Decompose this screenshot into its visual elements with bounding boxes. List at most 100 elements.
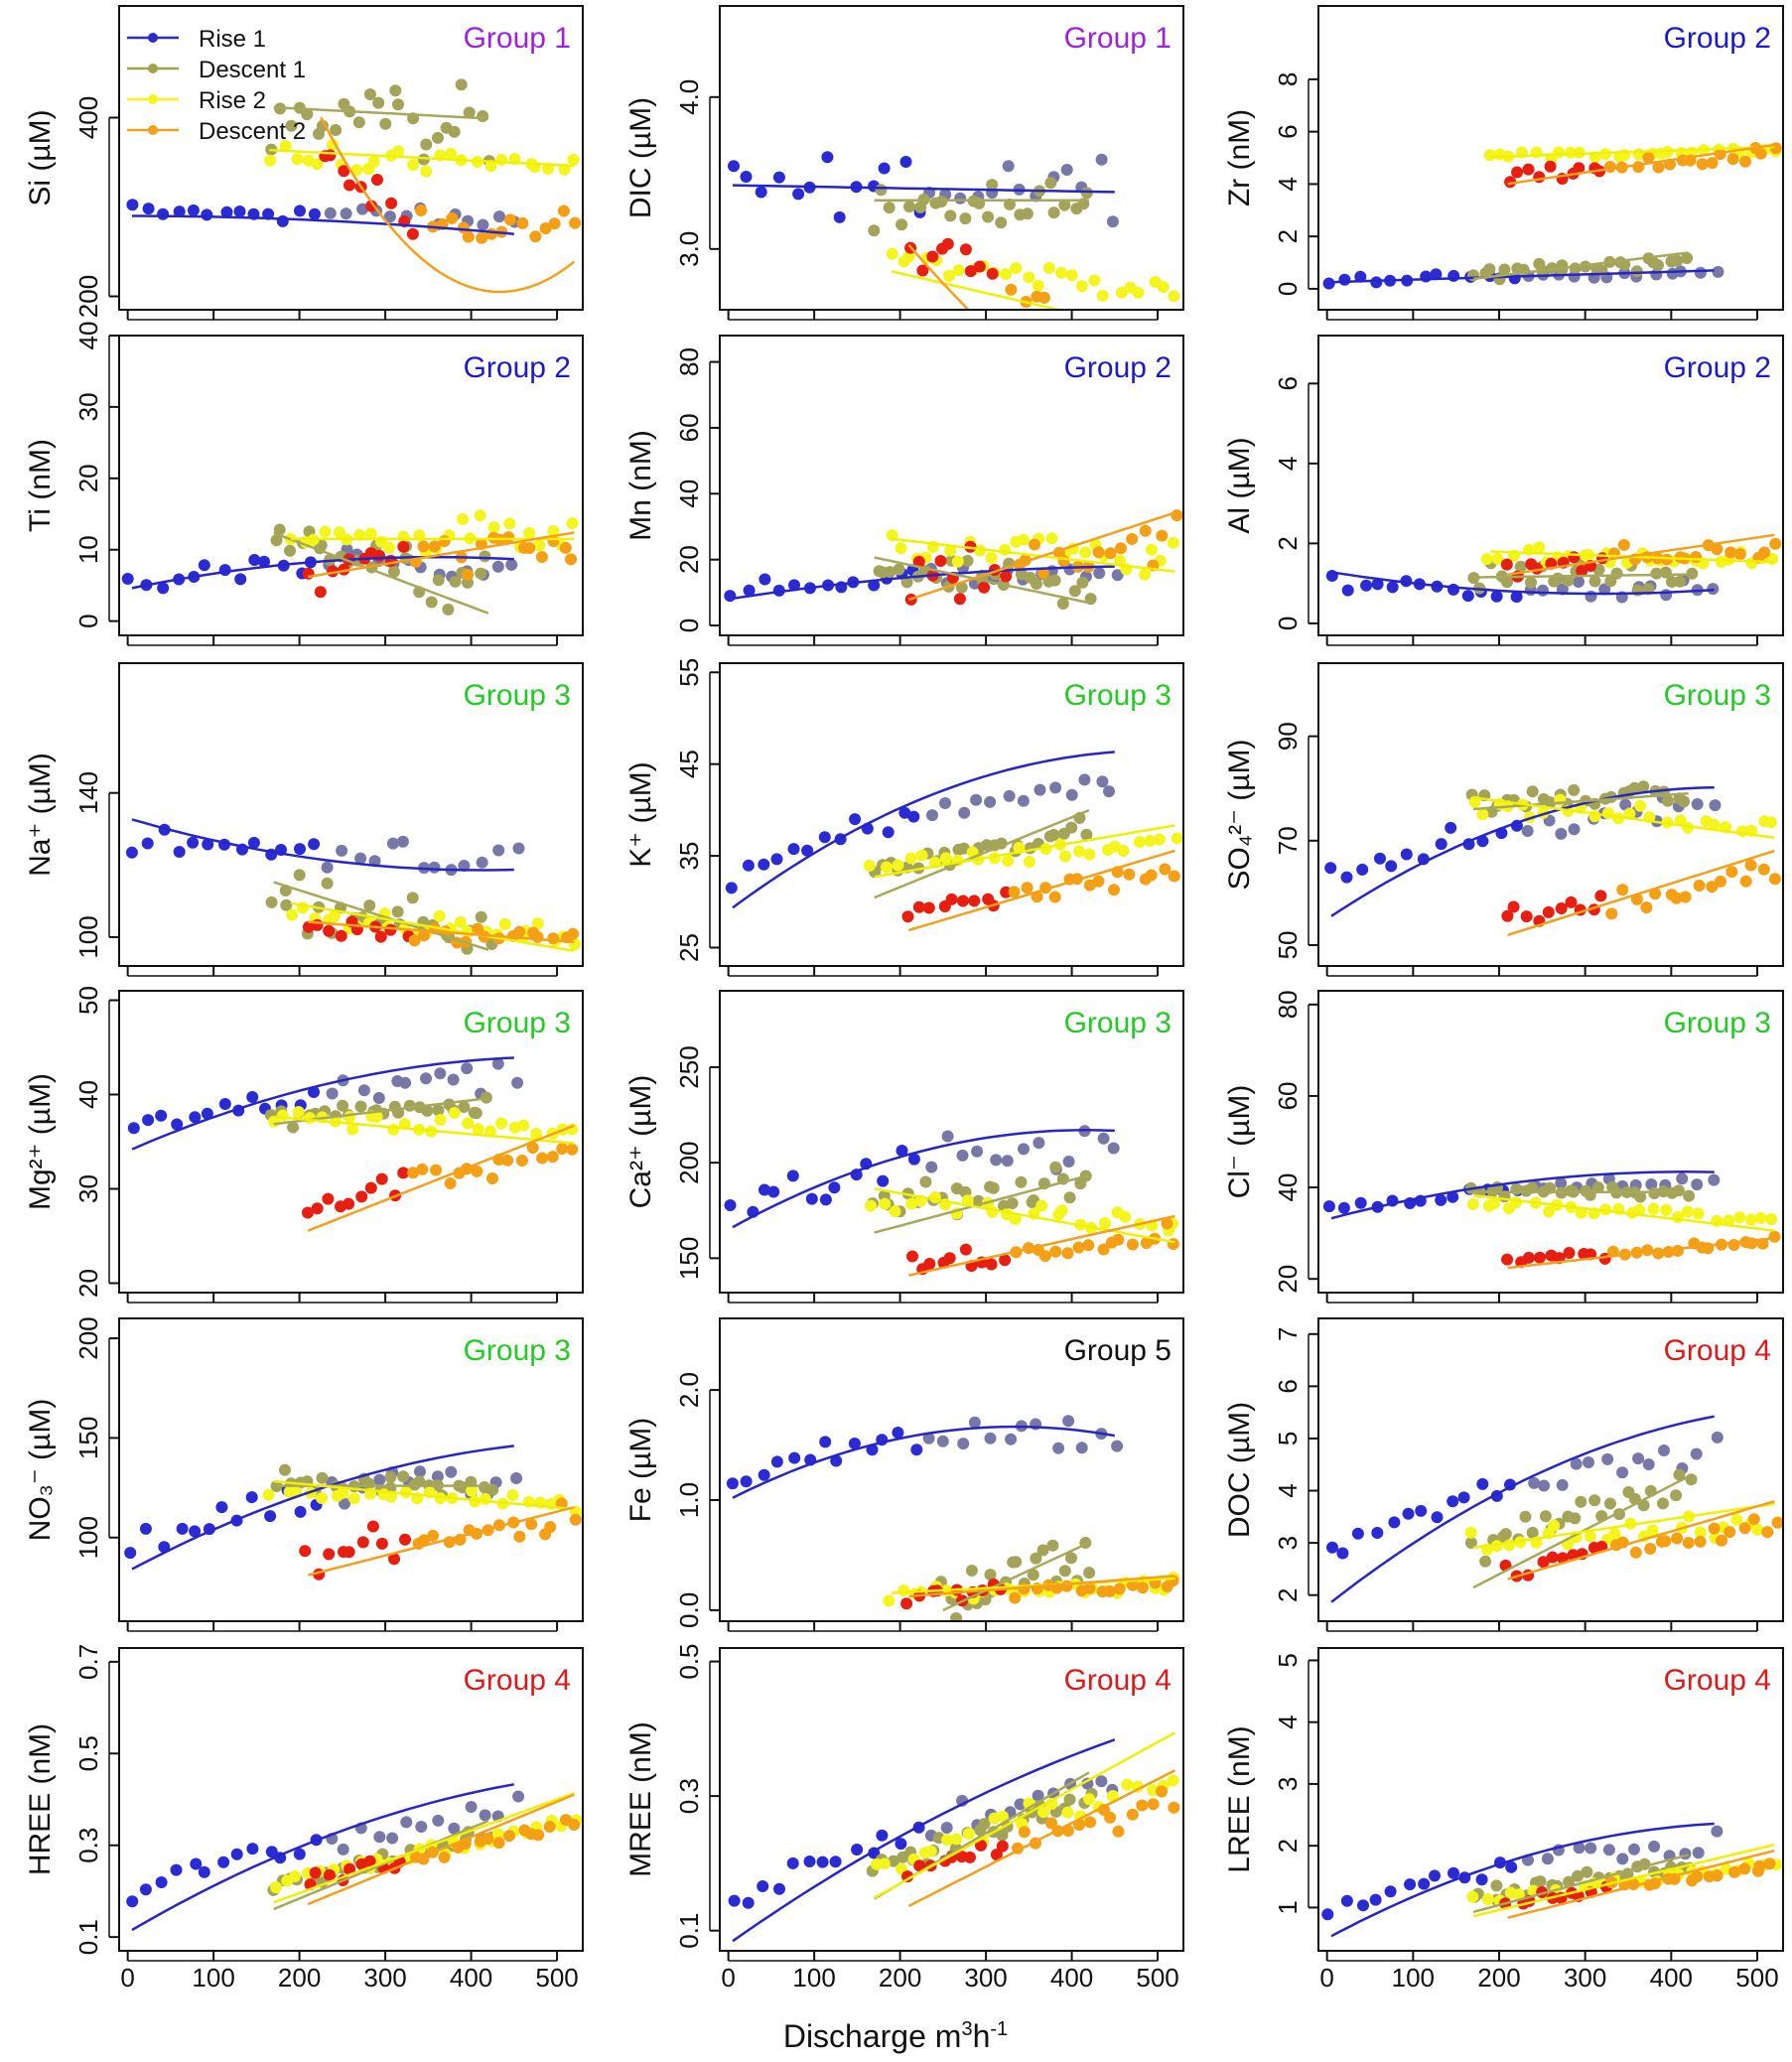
fit-line-r2 bbox=[273, 1792, 575, 1904]
data-point-d2 bbox=[536, 1152, 549, 1165]
data-point-r1 bbox=[308, 207, 321, 220]
data-point-d1 bbox=[1499, 1528, 1512, 1541]
data-point-r1 bbox=[258, 555, 270, 568]
data-point-r1 bbox=[1642, 1458, 1655, 1470]
data-point-d1 bbox=[1568, 783, 1581, 796]
fit-line-r1 bbox=[732, 1425, 1116, 1499]
data-point-r1 bbox=[400, 1816, 413, 1829]
data-point-r1 bbox=[728, 1894, 741, 1907]
data-point-d1 bbox=[1063, 1793, 1076, 1806]
data-point-d2 bbox=[1082, 1239, 1095, 1252]
y-tick-label: 30 bbox=[73, 392, 103, 421]
data-point-r1 bbox=[477, 218, 489, 231]
data-point-r1 bbox=[465, 1801, 478, 1813]
data-point-r1 bbox=[1711, 1825, 1723, 1838]
data-point-d2 bbox=[1084, 1816, 1097, 1829]
data-point-d2 bbox=[916, 264, 929, 277]
data-point-r2 bbox=[503, 517, 516, 530]
data-point-d2 bbox=[1672, 1244, 1684, 1257]
group-label: Group 2 bbox=[1064, 351, 1172, 384]
data-point-d1 bbox=[432, 131, 444, 144]
data-point-r1 bbox=[772, 171, 785, 184]
data-point-d2 bbox=[1652, 1247, 1665, 1260]
data-point-r1 bbox=[1648, 1840, 1661, 1853]
data-point-d1 bbox=[1652, 259, 1664, 272]
data-point-d2 bbox=[1072, 1241, 1085, 1254]
data-point-d2 bbox=[503, 1830, 515, 1843]
fit-line-d2 bbox=[1507, 533, 1775, 576]
data-point-r1 bbox=[1093, 567, 1106, 580]
data-point-r1 bbox=[892, 1427, 904, 1439]
y-tick-label: 0 bbox=[1273, 282, 1303, 296]
group-label: Group 3 bbox=[464, 679, 571, 712]
data-point-d2 bbox=[986, 267, 999, 280]
data-point-d2 bbox=[985, 1258, 998, 1271]
data-point-d2 bbox=[1544, 160, 1557, 173]
legend-label: Descent 2 bbox=[199, 118, 306, 145]
data-point-r1 bbox=[1538, 1479, 1551, 1492]
y-tick-label: 0.1 bbox=[73, 1919, 103, 1955]
data-point-d2 bbox=[1763, 1857, 1776, 1870]
data-point-r1 bbox=[445, 1465, 458, 1478]
data-point-r1 bbox=[1018, 1143, 1030, 1156]
data-point-d1 bbox=[362, 1477, 375, 1490]
data-point-r1 bbox=[171, 1118, 184, 1131]
data-point-r1 bbox=[1418, 1877, 1431, 1890]
data-point-r2 bbox=[1509, 1196, 1522, 1209]
data-point-d2 bbox=[407, 1167, 420, 1179]
data-point-r2 bbox=[420, 165, 433, 178]
data-point-d2 bbox=[1711, 1869, 1723, 1882]
data-point-r1 bbox=[326, 1087, 339, 1100]
data-point-d2 bbox=[375, 1172, 388, 1185]
data-point-r1 bbox=[1445, 821, 1457, 834]
data-point-r1 bbox=[1490, 590, 1503, 603]
data-point-d2 bbox=[1537, 1556, 1550, 1569]
data-point-r2 bbox=[1466, 1198, 1479, 1210]
fit-line-d2 bbox=[907, 511, 1175, 602]
data-point-r2 bbox=[1575, 1206, 1587, 1219]
data-point-d2 bbox=[1123, 868, 1136, 881]
data-point-r2 bbox=[1133, 836, 1146, 848]
data-point-d2 bbox=[959, 243, 972, 256]
data-point-d2 bbox=[1171, 509, 1183, 522]
data-point-r1 bbox=[1690, 1447, 1703, 1460]
data-point-r1 bbox=[758, 858, 770, 871]
data-point-d2 bbox=[1168, 870, 1180, 883]
data-point-d2 bbox=[1725, 866, 1738, 879]
data-point-r2 bbox=[517, 1119, 530, 1132]
y-tick-label: 4 bbox=[1273, 1483, 1303, 1497]
panel-Zr: 0 2 4 6 8 Zr (nM) Group 2 bbox=[1223, 5, 1784, 321]
data-point-r1 bbox=[788, 1451, 801, 1464]
data-point-d2 bbox=[1504, 176, 1517, 189]
x-tick-label: 0 bbox=[1319, 1963, 1333, 1993]
panel-Mn: 0 20 40 60 80 Mn (nM) Group 2 bbox=[624, 335, 1184, 646]
plot-area bbox=[1321, 1822, 1783, 1938]
data-point-d2 bbox=[406, 227, 419, 240]
y-tick-label: 50 bbox=[73, 986, 103, 1015]
data-point-r1 bbox=[1708, 1173, 1721, 1186]
data-point-d1 bbox=[455, 78, 468, 91]
data-point-d2 bbox=[516, 216, 529, 229]
y-tick-label: 35 bbox=[674, 842, 704, 871]
data-point-r1 bbox=[1402, 1507, 1415, 1520]
data-point-r2 bbox=[895, 542, 907, 555]
data-point-d1 bbox=[1501, 576, 1513, 589]
data-point-r1 bbox=[1370, 276, 1383, 289]
y-tick-label: 0.5 bbox=[674, 1643, 704, 1679]
fit-line-r1 bbox=[131, 1783, 515, 1932]
data-point-r2 bbox=[985, 552, 998, 564]
data-point-r1 bbox=[1415, 1504, 1428, 1517]
data-point-d1 bbox=[1686, 567, 1699, 580]
y-axis-label: SO₄²⁻ (µM) bbox=[1223, 739, 1256, 890]
x-tick-label: 100 bbox=[1392, 1963, 1435, 1993]
data-point-d2 bbox=[1113, 1582, 1126, 1595]
data-point-r2 bbox=[1119, 1210, 1132, 1223]
data-point-d2 bbox=[569, 216, 582, 229]
data-point-d2 bbox=[323, 1868, 336, 1881]
data-point-r1 bbox=[984, 795, 997, 808]
data-point-r1 bbox=[1447, 269, 1460, 282]
panel-Na+: 100 140 Na⁺ (µM) Group 3 bbox=[24, 662, 584, 977]
fit-line-d1 bbox=[942, 1541, 1090, 1612]
plot-area bbox=[728, 1731, 1180, 1943]
data-point-r2 bbox=[939, 852, 952, 865]
